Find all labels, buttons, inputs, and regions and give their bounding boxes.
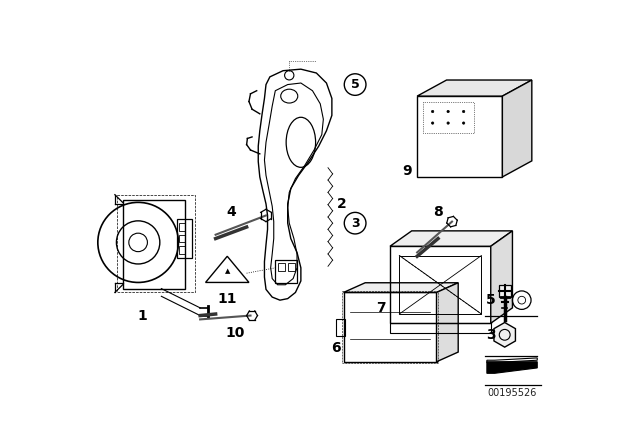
Text: 6: 6 xyxy=(331,341,340,355)
Polygon shape xyxy=(487,362,537,373)
Text: 10: 10 xyxy=(225,326,244,340)
Polygon shape xyxy=(344,283,458,293)
Bar xyxy=(399,255,481,314)
Circle shape xyxy=(463,122,465,124)
Bar xyxy=(179,235,186,242)
Circle shape xyxy=(447,110,449,112)
Bar xyxy=(417,96,502,177)
Bar xyxy=(275,260,297,283)
Polygon shape xyxy=(205,256,249,282)
Polygon shape xyxy=(390,231,513,246)
Circle shape xyxy=(344,74,366,95)
Bar xyxy=(344,293,436,362)
Bar xyxy=(177,220,193,258)
Text: 7: 7 xyxy=(376,301,385,315)
Polygon shape xyxy=(502,80,532,177)
Bar xyxy=(336,319,345,336)
Circle shape xyxy=(431,110,434,112)
Text: 3: 3 xyxy=(351,217,360,230)
Bar xyxy=(423,102,474,133)
Bar xyxy=(179,246,186,254)
Bar xyxy=(390,246,491,323)
Polygon shape xyxy=(494,323,515,347)
Text: 5: 5 xyxy=(351,78,360,91)
Bar xyxy=(499,285,511,297)
Text: 8: 8 xyxy=(433,205,443,219)
Text: 9: 9 xyxy=(402,164,412,178)
Bar xyxy=(342,291,438,363)
Text: 11: 11 xyxy=(218,292,237,306)
Text: ▲: ▲ xyxy=(225,268,230,274)
Bar xyxy=(390,323,491,332)
Circle shape xyxy=(431,122,434,124)
Text: 00195526: 00195526 xyxy=(488,388,537,397)
Circle shape xyxy=(463,110,465,112)
Text: 3: 3 xyxy=(486,328,495,342)
Bar xyxy=(278,263,285,271)
Circle shape xyxy=(447,122,449,124)
Polygon shape xyxy=(417,80,532,96)
Text: 1: 1 xyxy=(137,309,147,323)
Bar xyxy=(117,195,195,293)
Bar xyxy=(123,200,184,289)
Circle shape xyxy=(344,212,366,234)
Bar xyxy=(179,223,186,231)
Text: 5: 5 xyxy=(486,293,495,307)
Polygon shape xyxy=(491,231,513,323)
Bar xyxy=(288,263,296,271)
Text: 4: 4 xyxy=(227,205,236,219)
Polygon shape xyxy=(436,283,458,362)
Text: 2: 2 xyxy=(337,197,347,211)
